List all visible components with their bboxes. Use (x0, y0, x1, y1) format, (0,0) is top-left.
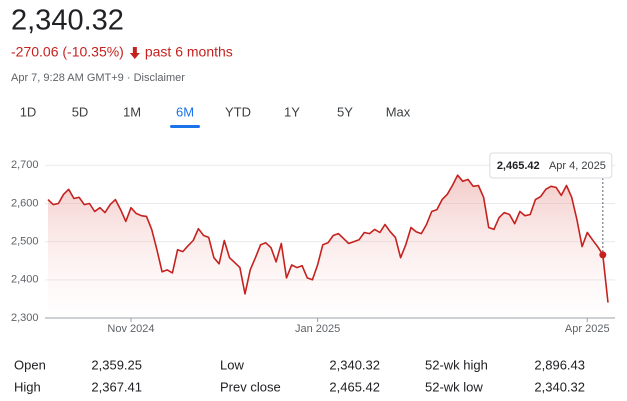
stat-label: 52-wk low (425, 379, 483, 394)
stat-value: 2,340.32 (534, 379, 585, 394)
stat-value: 2,896.43 (534, 357, 585, 372)
stat-label: Open (14, 357, 46, 372)
range-tab[interactable]: Max (386, 104, 411, 119)
x-tick-label: Nov 2024 (107, 323, 154, 335)
tooltip-value: 2,465.42 (497, 160, 540, 172)
range-tab[interactable]: 5Y (337, 104, 353, 119)
price-change: -270.06 (-10.35%) (11, 44, 124, 60)
y-tick-label: 2,700 (11, 159, 39, 171)
y-tick-label: 2,300 (11, 312, 39, 324)
range-tab[interactable]: 6M (176, 104, 194, 119)
y-tick-label: 2,600 (11, 197, 39, 209)
price: 2,340.32 (11, 5, 124, 37)
x-tick-label: Apr 2025 (565, 323, 610, 335)
stat-label: Low (220, 357, 244, 372)
stat-value: 2,465.42 (329, 379, 380, 394)
hover-dot (599, 251, 607, 259)
tooltip-box (489, 152, 613, 179)
stat-value: 2,340.32 (329, 357, 380, 372)
x-tick-label: Jan 2025 (295, 323, 340, 335)
range-tab[interactable]: 5D (72, 104, 89, 119)
down-arrow (129, 47, 140, 59)
range-tab[interactable]: YTD (225, 104, 251, 119)
y-tick-label: 2,500 (11, 236, 39, 248)
stat-label: 52-wk high (425, 357, 488, 372)
stat-label: Prev close (220, 379, 281, 394)
range-tab[interactable]: 1D (20, 104, 37, 119)
stat-label: High (14, 379, 41, 394)
timestamp: Apr 7, 9:28 AM GMT+9 · Disclaimer (11, 72, 185, 84)
active-tab-underline (170, 125, 200, 128)
range-tab[interactable]: 1Y (284, 104, 300, 119)
y-tick-label: 2,400 (11, 274, 39, 286)
range-tab[interactable]: 1M (123, 104, 141, 119)
price-area (48, 175, 608, 318)
tooltip-date: Apr 4, 2025 (549, 160, 606, 172)
period: past 6 months (145, 44, 233, 60)
stat-value: 2,359.25 (91, 357, 142, 372)
price-line (47, 174, 609, 303)
stat-value: 2,367.41 (91, 379, 142, 394)
